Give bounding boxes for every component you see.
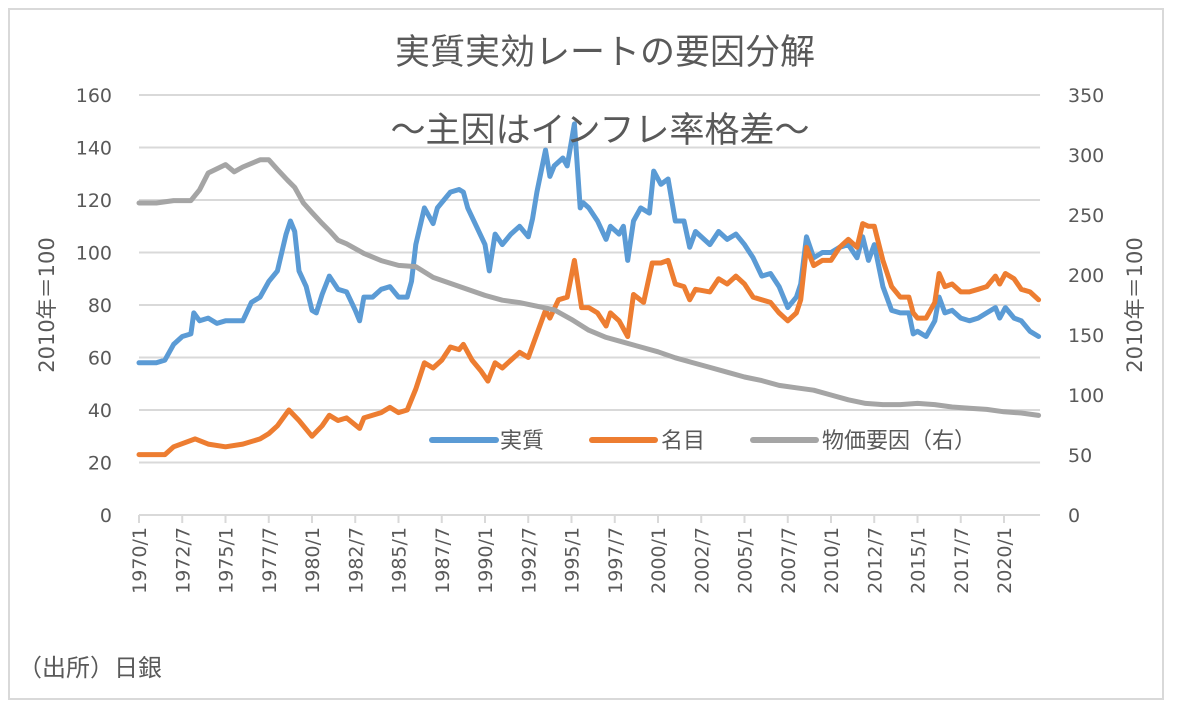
x-tick-label: 2010/1 [821, 527, 843, 594]
x-tick-label: 1997/7 [605, 527, 627, 594]
x-tick-label: 1992/7 [518, 527, 540, 594]
x-tick-label: 1977/7 [259, 527, 281, 594]
x-tick-label: 1987/7 [432, 527, 454, 594]
left-axis-label: 2010年＝100 [35, 237, 59, 373]
series-lines [136, 121, 1042, 458]
x-tick-label: 1990/1 [475, 527, 497, 594]
legend-label-nominal: 名目 [661, 429, 705, 454]
x-tick-label: 1985/1 [389, 527, 411, 594]
x-tick-label: 2000/1 [648, 527, 670, 594]
x-tick-label: 1995/1 [562, 527, 584, 594]
left-y-axis: 0 20 40 60 80 100 120 140 160 [76, 85, 112, 527]
left-tick-label: 160 [76, 85, 112, 107]
x-tick-label: 1975/1 [216, 527, 238, 594]
left-tick-label: 100 [76, 243, 112, 265]
legend-label-real: 実質 [500, 429, 544, 454]
left-tick-label: 140 [76, 138, 112, 160]
right-tick-label: 200 [1068, 265, 1104, 287]
right-tick-label: 350 [1068, 85, 1104, 107]
x-tick-label: 1980/1 [302, 527, 324, 594]
chart-title: 実質実効レートの要因分解 [395, 33, 815, 73]
left-tick-label: 80 [88, 295, 112, 317]
left-tick-label: 40 [88, 400, 112, 422]
right-tick-label: 300 [1068, 145, 1104, 167]
right-axis-label: 2010年＝100 [1123, 237, 1147, 373]
x-axis: 1970/1 1972/7 1975/1 1977/7 1980/1 1982/7 1985… [129, 515, 1016, 594]
legend: 実質 名目 物価要因（右） [429, 429, 976, 454]
x-tick-label: 1972/7 [172, 527, 194, 594]
series-line-real [136, 121, 1042, 366]
right-tick-label: 100 [1068, 385, 1104, 407]
x-tick-label: 2002/7 [691, 527, 713, 594]
x-tick-label: 2007/7 [778, 527, 800, 594]
x-tick-label: 2012/7 [864, 527, 886, 594]
right-tick-label: 150 [1068, 325, 1104, 347]
x-tick-label: 2005/1 [735, 527, 757, 594]
chart-frame [8, 8, 1164, 700]
series-line-nominal [136, 221, 1042, 458]
source-note: （出所）日銀 [18, 654, 162, 682]
left-tick-label: 120 [76, 190, 112, 212]
right-tick-label: 0 [1068, 505, 1080, 527]
left-tick-label: 20 [88, 453, 112, 475]
x-tick-label: 1982/7 [345, 527, 367, 594]
x-tick-label: 2015/1 [908, 527, 930, 594]
right-tick-label: 250 [1068, 205, 1104, 227]
series-line-price-factor [136, 157, 1042, 418]
x-tick-label: 2017/7 [951, 527, 973, 594]
left-tick-label: 60 [88, 348, 112, 370]
legend-label-price: 物価要因（右） [822, 429, 976, 454]
x-tick-label: 2020/1 [994, 527, 1016, 594]
right-y-axis: 0 50 100 150 200 250 300 350 [1068, 85, 1104, 527]
x-tick-label: 1970/1 [129, 527, 151, 594]
right-tick-label: 50 [1068, 445, 1092, 467]
chart-subtitle: ～主因はインフレ率格差～ [391, 111, 810, 151]
left-tick-label: 0 [100, 505, 112, 527]
